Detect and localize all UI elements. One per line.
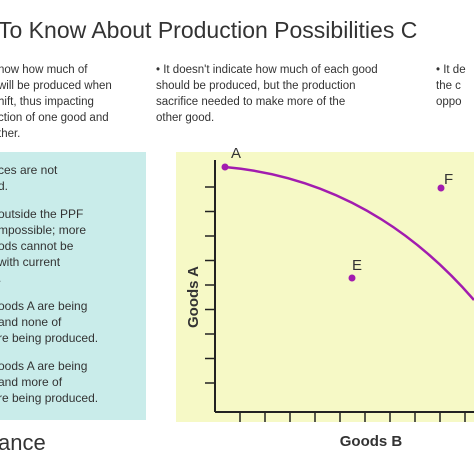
sidebar-text: oods A are being bbox=[0, 299, 87, 313]
column-text: hift, thus impacting bbox=[0, 96, 94, 108]
column-text: other good. bbox=[156, 112, 214, 124]
sidebar-text: d. bbox=[0, 179, 8, 193]
column-text: • It de bbox=[436, 64, 466, 76]
axis-ticks bbox=[205, 186, 466, 422]
sidebar-text: mpossible; more bbox=[0, 223, 86, 237]
sidebar-box bbox=[0, 152, 146, 420]
title: To Know About Production Possibilities C bbox=[0, 17, 417, 43]
y-axis-label: Goods A bbox=[185, 266, 202, 328]
sidebar-text: ods cannot be bbox=[0, 239, 74, 253]
column-text: ction of one good and bbox=[0, 112, 109, 124]
sidebar-text: re being produced. bbox=[0, 391, 98, 405]
ppf-curve bbox=[224, 165, 474, 301]
sidebar-text: and more of bbox=[0, 375, 63, 389]
point bbox=[221, 163, 229, 171]
column-text: the c bbox=[436, 80, 461, 92]
sidebar-text: outside the PPF bbox=[0, 207, 83, 221]
column-text: ther. bbox=[0, 128, 20, 140]
x-axis-label: Goods B bbox=[340, 433, 403, 450]
sidebar-text: oods A are being bbox=[0, 359, 87, 373]
chart-panel bbox=[176, 152, 474, 422]
point-label: E bbox=[352, 257, 362, 274]
column-text: oppo bbox=[436, 96, 462, 108]
sidebar-text: re being produced. bbox=[0, 331, 98, 345]
point-label: F bbox=[444, 171, 453, 188]
sidebar-text: with current bbox=[0, 255, 61, 269]
column-text: • It doesn't indicate how much of each g… bbox=[156, 64, 378, 76]
point bbox=[348, 274, 356, 282]
column-text: will be produced when bbox=[0, 80, 112, 92]
column-text: sacrifice needed to make more of the bbox=[156, 96, 345, 108]
column-text: now how much of bbox=[0, 64, 88, 76]
sidebar-text: . bbox=[0, 271, 1, 285]
sidebar-text: and none of bbox=[0, 315, 62, 329]
point-label: A bbox=[231, 145, 241, 162]
point bbox=[437, 184, 445, 192]
sidebar-text: ces are not bbox=[0, 163, 58, 177]
column-text: should be produced, but the production bbox=[156, 80, 355, 92]
footer-brand: ance bbox=[0, 430, 46, 455]
